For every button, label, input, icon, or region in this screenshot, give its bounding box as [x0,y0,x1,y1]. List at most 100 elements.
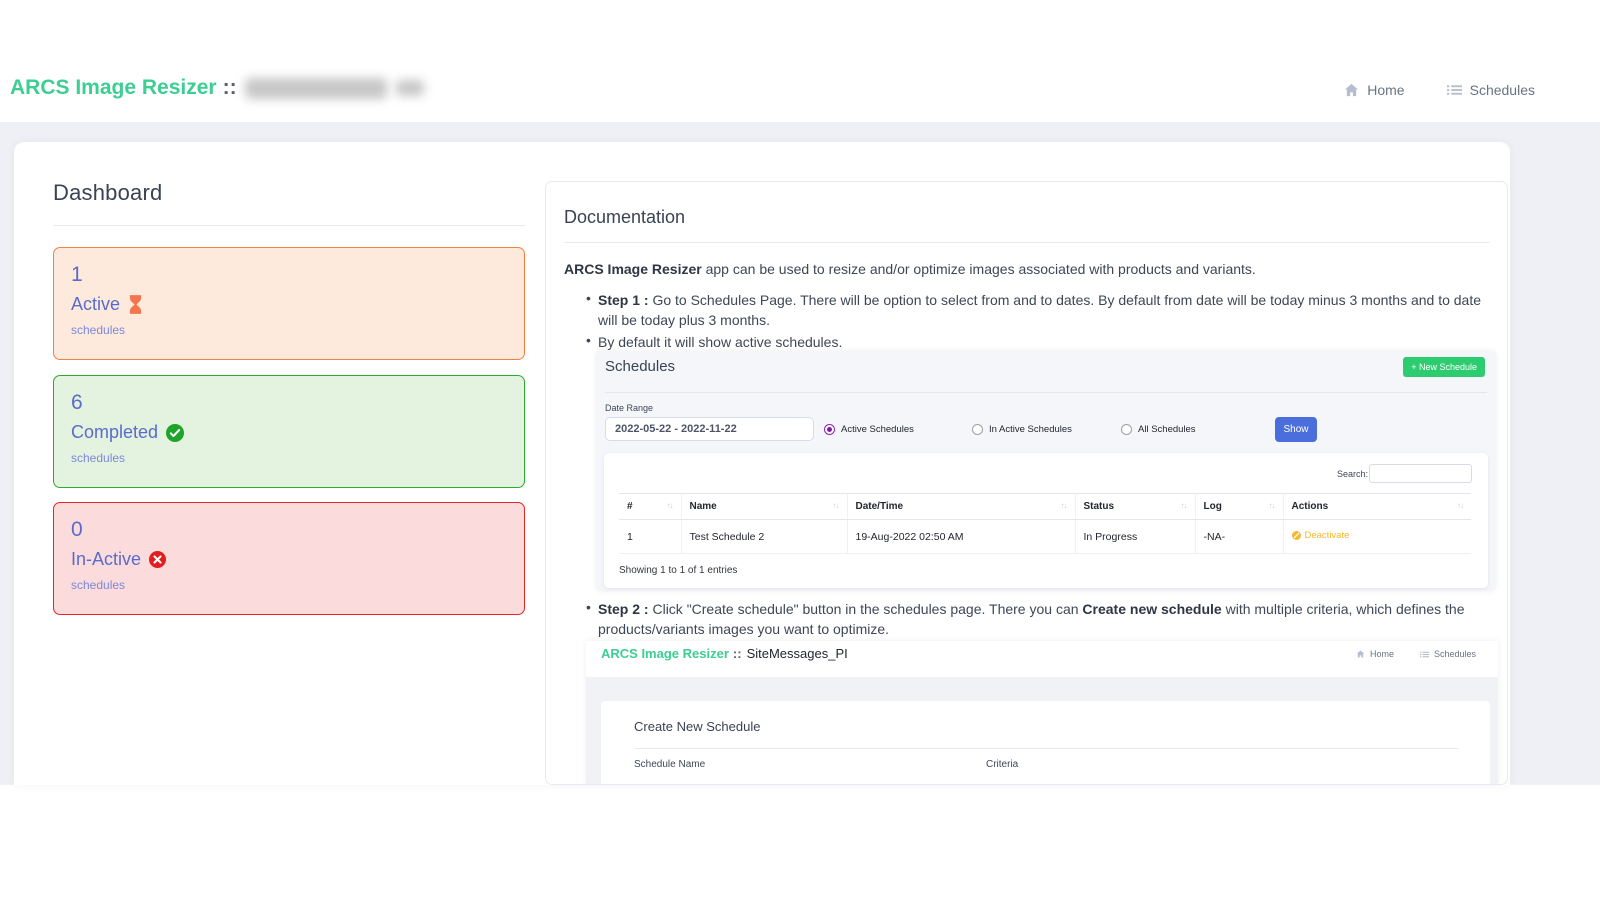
list-icon [1419,651,1429,658]
radio-button-icon [1121,424,1132,435]
table-header-row: # ↑↓ Name ↑↓ Date/Time ↑↓ Status ↑↓ Log ↑↓ Ac… [619,493,1471,520]
radio-active-label: Active Schedules [841,424,914,435]
divider [564,242,1490,243]
divider [53,225,525,226]
doc-step2-bold: Step 2 : [598,601,649,617]
table-row: 1 Test Schedule 2 19-Aug-2022 02:50 AM I… [619,519,1471,554]
date-range-input [605,417,814,441]
embed-nav-schedules: Schedules [1419,649,1476,659]
criteria-label: Criteria [986,759,1019,770]
sort-icon: ↑↓ [1457,501,1464,510]
col-header-datetime: Date/Time ↑↓ [846,493,1075,520]
radio-button-icon [972,424,983,435]
create-schedule-title: Create New Schedule [634,719,761,734]
col-header-name: Name ↑↓ [680,493,847,520]
ban-icon [1291,531,1301,540]
nav-schedules-label: Schedules [1469,82,1535,98]
stat-card-inactive: 0 In-Active schedules [53,502,525,615]
cell-actions: Deactivate [1282,519,1471,554]
doc-step1: Step 1 : Go to Schedules Page. There wil… [598,290,1491,330]
check-circle-icon [166,423,185,442]
date-range-label: Date Range [605,403,654,413]
active-label: Active [71,294,121,314]
create-schedule-card: Create New Schedule Schedule Name Criter… [601,701,1490,784]
stat-card-active: 1 Active schedules [53,247,525,360]
embed-top-nav: Home Schedules [1356,649,1476,659]
deactivate-link: Deactivate [1291,530,1349,541]
page-title: Dashboard [53,180,163,205]
screenshot-schedules-page: Schedules + New Schedule Date Range Acti… [596,351,1496,591]
doc-intro-bold: ARCS Image Resizer [564,261,702,277]
app-header: ARCS Image Resizer :: Home Schedules [0,0,1600,122]
list-icon [1446,84,1462,96]
embed-nav-home: Home [1356,649,1394,659]
active-sub-label: schedules [71,323,126,337]
cell-name: Test Schedule 2 [680,519,847,554]
embed-nav-schedules-label: Schedules [1433,649,1476,659]
radio-button-icon [824,424,835,435]
bullet-dot: • [586,332,591,348]
doc-bullet2: By default it will show active schedules… [598,334,843,350]
hourglass-icon [128,295,143,314]
embed-store-name: SiteMessages_PI [746,646,848,661]
schedules-table: # ↑↓ Name ↑↓ Date/Time ↑↓ Status ↑↓ Log ↑↓ Ac… [619,493,1471,554]
nav-schedules[interactable]: Schedules [1446,82,1535,98]
top-nav: Home Schedules [1344,82,1535,98]
show-button: Show [1275,417,1317,442]
bullet-dot: • [586,290,591,306]
store-name-redacted [244,77,387,99]
embed-brand-line: ARCS Image Resizer :: SiteMessages_PI [601,646,848,661]
brand-line: ARCS Image Resizer :: [10,76,424,100]
store-name-redacted-suffix [395,80,424,96]
radio-active-schedules: Active Schedules [824,424,914,435]
doc-step2-mid: Click "Create schedule" button in the sc… [648,601,1083,617]
stat-card-completed: 6 Completed schedules [53,375,525,488]
embed-brand-separator: :: [732,646,742,661]
documentation-card: Documentation ARCS Image Resizer app can… [545,181,1508,785]
home-icon [1344,83,1359,97]
app-title: ARCS Image Resizer [10,76,217,99]
sort-icon: ↑↓ [666,501,674,510]
embed-schedules-title: Schedules [605,358,676,375]
sort-icon: ↑↓ [1060,501,1068,510]
doc-intro-paragraph: ARCS Image Resizer app can be used to re… [564,259,1491,279]
sort-icon: ↑↓ [1180,501,1188,510]
active-count: 1 [71,263,83,286]
embed-nav-home-label: Home [1369,649,1394,659]
completed-count: 6 [71,391,83,414]
inactive-label: In-Active [71,549,142,569]
col-header-actions: Actions ↑↓ [1282,493,1471,520]
radio-all-label: All Schedules [1138,424,1196,435]
completed-label: Completed [71,422,159,442]
doc-step1-bold: Step 1 : [598,292,649,308]
radio-inactive-schedules: In Active Schedules [972,424,1072,435]
home-icon [1356,650,1365,658]
cell-datetime: 19-Aug-2022 02:50 AM [846,519,1075,554]
table-entries-summary: Showing 1 to 1 of 1 entries [619,565,738,576]
documentation-title: Documentation [564,207,686,227]
screenshot-create-schedule-page: ARCS Image Resizer :: SiteMessages_PI Ho… [586,641,1498,784]
embed-app-title: ARCS Image Resizer [601,646,729,661]
schedule-name-label: Schedule Name [634,759,706,770]
cell-status: In Progress [1074,519,1195,554]
x-circle-icon [149,551,167,568]
divider [634,748,1458,749]
nav-home[interactable]: Home [1344,82,1405,98]
inactive-count: 0 [71,518,83,541]
completed-sub-label: schedules [71,451,126,465]
col-header-log: Log ↑↓ [1194,493,1283,520]
doc-step1-rest: Go to Schedules Page. There will be opti… [598,292,1482,328]
doc-step2: Step 2 : Click "Create schedule" button … [598,599,1491,639]
schedules-table-card: Search: # ↑↓ Name ↑↓ Date/Time ↑↓ Status ↑↓ … [604,453,1488,588]
cell-num: 1 [619,519,681,554]
doc-intro-rest: app can be used to resize and/or optimiz… [701,261,1256,277]
sort-icon: ↑↓ [1268,501,1276,510]
new-schedule-button: + New Schedule [1403,357,1485,377]
inactive-sub-label: schedules [71,578,126,592]
col-header-status: Status ↑↓ [1074,493,1195,520]
search-label: Search: [1337,469,1369,479]
doc-step2-bold2: Create new schedule [1082,601,1222,617]
col-header-num: # ↑↓ [619,493,681,520]
nav-home-label: Home [1367,82,1405,98]
